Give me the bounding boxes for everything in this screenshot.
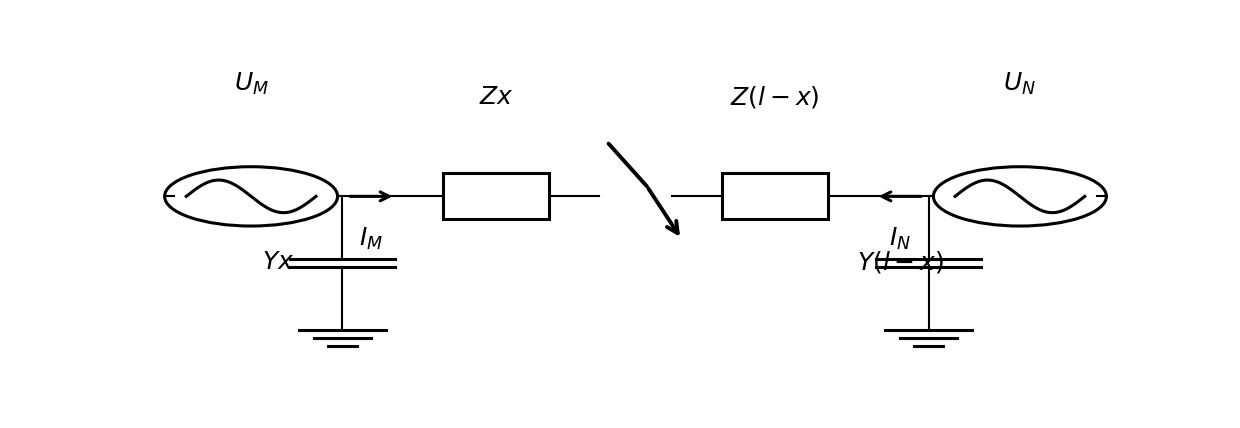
Text: $Yx$: $Yx$ — [262, 251, 294, 274]
Text: $U_N$: $U_N$ — [1003, 71, 1037, 98]
Bar — [722, 173, 828, 220]
Text: $I_N$: $I_N$ — [889, 226, 910, 253]
Text: $Z(l-x)$: $Z(l-x)$ — [730, 84, 820, 110]
Text: $I_M$: $I_M$ — [360, 226, 383, 253]
Text: $Y(l-x)$: $Y(l-x)$ — [857, 249, 944, 275]
Text: $U_M$: $U_M$ — [233, 71, 269, 98]
Text: $Zx$: $Zx$ — [479, 86, 513, 109]
Bar — [444, 173, 549, 220]
